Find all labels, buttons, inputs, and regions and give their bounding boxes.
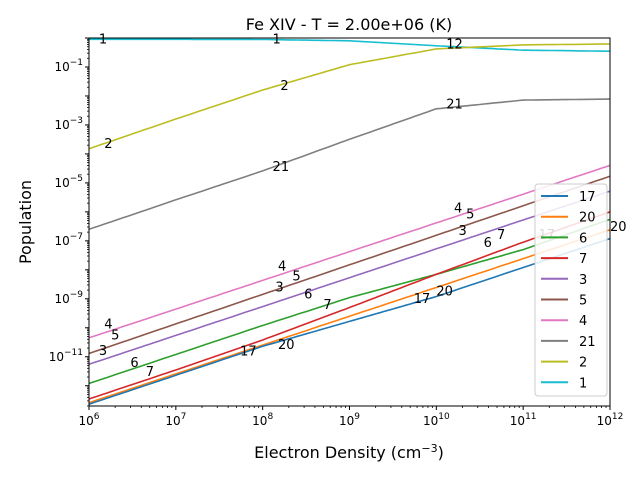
x-axis-title: Electron Density (cm−3) <box>254 442 444 462</box>
y-axis-title: Population <box>16 180 35 264</box>
y-tick-label: 10−1 <box>54 58 83 74</box>
series-line-level-21 <box>89 98 610 231</box>
level-annotation: 6 <box>304 288 312 303</box>
series-line-level-2 <box>89 43 610 150</box>
y-tick-label: 10−11 <box>49 348 83 364</box>
legend-label: 7 <box>579 252 587 267</box>
legend-label: 20 <box>579 211 596 226</box>
y-tick-label: 10−7 <box>54 232 83 248</box>
level-annotation: 3 <box>99 344 107 359</box>
x-tick-label: 108 <box>252 412 273 428</box>
level-annotation: 5 <box>292 269 300 284</box>
legend-label: 3 <box>579 273 587 288</box>
y-tick-label: 10−3 <box>54 116 83 132</box>
legend-label: 1 <box>579 376 587 391</box>
level-annotation: 4 <box>454 202 462 217</box>
series-layer <box>89 38 610 405</box>
series-line-level-1 <box>89 38 610 52</box>
level-annotation: 4 <box>104 317 112 332</box>
tick-layer: 106 107 108 109 1010 1011 101210−1110−910−710−… <box>49 37 624 428</box>
legend-label: 6 <box>579 231 587 246</box>
level-annotation: 1 <box>273 32 281 47</box>
level-annotation: 6 <box>130 356 138 371</box>
x-tick-label: 109 <box>339 412 360 428</box>
x-tick-label: 107 <box>165 412 186 428</box>
y-tick-label: 10−5 <box>54 174 83 190</box>
x-tick-label: 1012 <box>597 412 624 428</box>
level-annotation: 3 <box>275 280 283 295</box>
series-line-level-17 <box>89 237 610 405</box>
legend-label: 21 <box>579 335 596 350</box>
x-tick-label: 106 <box>78 412 99 428</box>
level-annotation: 5 <box>466 208 474 223</box>
level-annotation: 6 <box>484 236 492 251</box>
level-annotation: 2 <box>104 137 112 152</box>
level-annotation: 20 <box>436 284 453 299</box>
y-tick-label: 10−9 <box>54 290 83 306</box>
series-line-level-5 <box>89 175 610 355</box>
legend-label: 2 <box>579 356 587 371</box>
level-annotation: 17 <box>414 292 431 307</box>
level-annotation: 7 <box>497 228 505 243</box>
level-annotation: 21 <box>273 160 290 175</box>
level-annotation: 1 <box>99 32 107 47</box>
level-annotation: 12 <box>446 37 463 52</box>
legend-label: 17 <box>579 190 596 205</box>
level-annotation: 20 <box>278 338 295 353</box>
series-line-level-7 <box>89 211 610 400</box>
series-line-level-3 <box>89 190 610 366</box>
series-line-level-20 <box>89 229 610 404</box>
legend-label: 4 <box>579 314 587 329</box>
series-line-level-4 <box>89 164 610 339</box>
level-annotation: 4 <box>278 260 286 275</box>
level-annotation: 21 <box>446 98 463 113</box>
level-annotation: 7 <box>146 365 154 380</box>
level-annotation: 20 <box>610 220 627 235</box>
level-annotation: 5 <box>111 328 119 343</box>
level-annotation: 17 <box>240 345 257 360</box>
annotation-layer: 1112222121453671720453671720453762017 <box>99 32 627 380</box>
legend-label: 5 <box>579 294 587 309</box>
level-annotation: 2 <box>280 79 288 94</box>
level-annotation: 3 <box>458 224 466 239</box>
series-line-level-6 <box>89 218 610 385</box>
level-annotation: 7 <box>323 298 331 313</box>
chart-title: Fe XIV - T = 2.00e+06 (K) <box>246 15 452 34</box>
x-tick-label: 1010 <box>423 412 450 428</box>
x-tick-label: 1011 <box>510 412 537 428</box>
